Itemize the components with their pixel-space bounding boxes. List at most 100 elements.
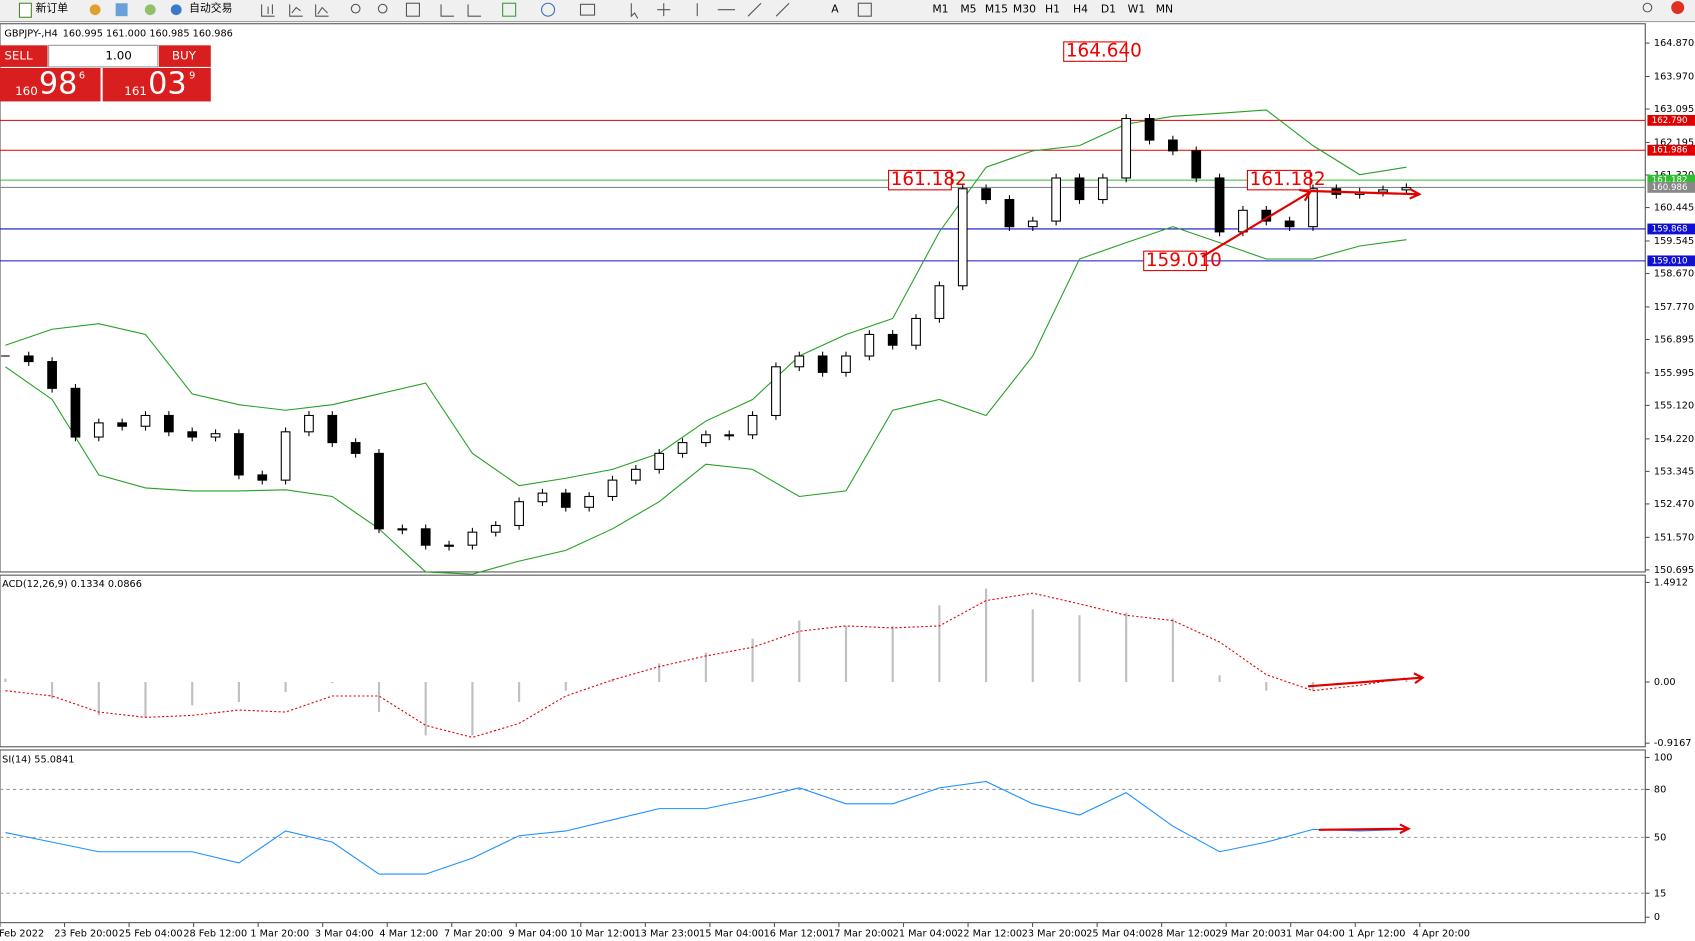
auto-trading-label[interactable]: 自动交易 <box>189 1 232 15</box>
candle <box>864 333 875 357</box>
auto-trading-button[interactable]: 自动交易 <box>170 1 233 16</box>
candle <box>304 414 314 433</box>
y-tick-label: 15 <box>1654 888 1666 899</box>
macd-bar <box>1171 618 1174 682</box>
y-tick-label: 164.870 <box>1654 38 1694 49</box>
price-level-label: 160.986 <box>1652 183 1688 193</box>
candle <box>771 366 781 417</box>
tile[interactable] <box>405 2 420 17</box>
lot-value[interactable]: 1.00 <box>105 49 131 63</box>
cursor[interactable] <box>630 3 639 19</box>
candle <box>817 355 828 373</box>
bollinger-band <box>5 109 1407 487</box>
toolbar-icon[interactable] <box>115 3 128 17</box>
time-label: 1 Apr 12:00 <box>1348 928 1405 939</box>
timeframe-button[interactable]: W1 <box>1128 3 1146 16</box>
templates[interactable] <box>579 3 596 16</box>
candle <box>1144 117 1155 141</box>
timeframe-button[interactable]: M5 <box>960 3 976 16</box>
new-order-icon <box>18 2 32 18</box>
candle <box>327 414 338 444</box>
toolbar-icon[interactable] <box>144 4 156 16</box>
text-label[interactable] <box>857 2 872 17</box>
symbol-title: GBPJPY-,H4 <box>4 28 57 39</box>
candle <box>537 492 548 503</box>
toolbar-icon[interactable] <box>89 4 101 16</box>
time-label: Feb 2022 <box>0 928 44 939</box>
zoom-in[interactable] <box>350 3 361 14</box>
symbol-quote: 160.995 161.000 160.985 160.986 <box>63 28 233 39</box>
macd-bar <box>1078 615 1081 682</box>
time-label: 23 Mar 20:00 <box>1022 928 1087 939</box>
candle <box>887 333 898 346</box>
macd-bar <box>1405 677 1408 682</box>
buy-button[interactable] <box>158 45 211 67</box>
ask-box[interactable] <box>102 67 211 102</box>
y-tick-label: 154.220 <box>1654 434 1694 445</box>
indicators[interactable] <box>502 2 517 17</box>
candle <box>210 433 221 438</box>
macd-bar <box>331 681 334 684</box>
tool-line[interactable] <box>315 4 329 17</box>
plots: 164.870163.970163.095162.195161.320160.4… <box>0 38 1695 939</box>
timeframe-button[interactable]: H4 <box>1073 3 1088 16</box>
bid-small: 6 <box>79 71 85 82</box>
notification[interactable] <box>1671 1 1685 15</box>
new-order-label[interactable]: 新订单 <box>36 1 69 15</box>
new-order-button[interactable]: 新订单 <box>18 1 69 18</box>
candle <box>630 468 641 481</box>
lot-field[interactable] <box>48 44 159 68</box>
text-tool[interactable]: A <box>831 3 839 16</box>
ask-small: 9 <box>189 71 195 82</box>
candle <box>140 414 151 427</box>
candle <box>1191 150 1202 179</box>
crosshair[interactable] <box>657 3 671 17</box>
y-tick-label: 80 <box>1654 784 1666 795</box>
time-label: 29 Mar 20:00 <box>1215 928 1280 939</box>
macd-bar <box>518 681 521 703</box>
price-level-tag <box>1647 182 1695 193</box>
macd-bar <box>985 588 988 682</box>
bid-big: 160 <box>15 84 38 98</box>
candle <box>911 317 921 346</box>
buy-label[interactable]: BUY <box>172 49 197 63</box>
tool-candles[interactable] <box>289 4 303 17</box>
time-label: 9 Mar 04:00 <box>509 928 568 939</box>
sell-label[interactable]: SELL <box>4 49 33 63</box>
timeframe-button[interactable]: M15 <box>985 3 1008 16</box>
macd-bar <box>938 605 941 682</box>
timeframe-button[interactable]: H1 <box>1045 3 1060 16</box>
candle <box>1121 117 1132 179</box>
bid-box[interactable] <box>0 67 101 102</box>
periods[interactable] <box>541 2 556 17</box>
time-label: 23 Feb 20:00 <box>54 928 118 939</box>
candle <box>47 361 57 389</box>
macd-bar <box>1265 681 1268 691</box>
price-panel <box>0 23 1646 573</box>
rsi-line <box>5 780 1407 875</box>
macd-bar <box>377 681 381 713</box>
macd-bar <box>704 652 707 682</box>
candle <box>1097 177 1108 201</box>
time-label: 25 Feb 04:00 <box>119 928 183 939</box>
timeframe-button[interactable]: M30 <box>1013 3 1036 16</box>
candle <box>93 422 104 438</box>
timeframe-button[interactable]: D1 <box>1101 3 1116 16</box>
bid-main: 98 <box>39 67 78 102</box>
candle <box>560 492 571 508</box>
sell-button[interactable] <box>0 45 48 67</box>
candle <box>957 188 968 287</box>
tool-bars[interactable] <box>261 4 275 17</box>
y-tick-label: 158.670 <box>1654 269 1694 280</box>
timeframe-button[interactable]: M1 <box>932 3 948 16</box>
scroll[interactable] <box>440 4 455 17</box>
auto-trading-icon <box>170 4 182 16</box>
price-annotation-box <box>1143 250 1207 272</box>
price-annotation-box <box>888 169 952 191</box>
zoom-out[interactable] <box>377 3 388 14</box>
draw-tools[interactable] <box>696 2 790 17</box>
rsi-title: SI(14) 55.0841 <box>2 755 74 766</box>
search[interactable] <box>1642 2 1653 13</box>
timeframe-button[interactable]: MN <box>1156 3 1173 16</box>
shift[interactable] <box>467 4 482 17</box>
